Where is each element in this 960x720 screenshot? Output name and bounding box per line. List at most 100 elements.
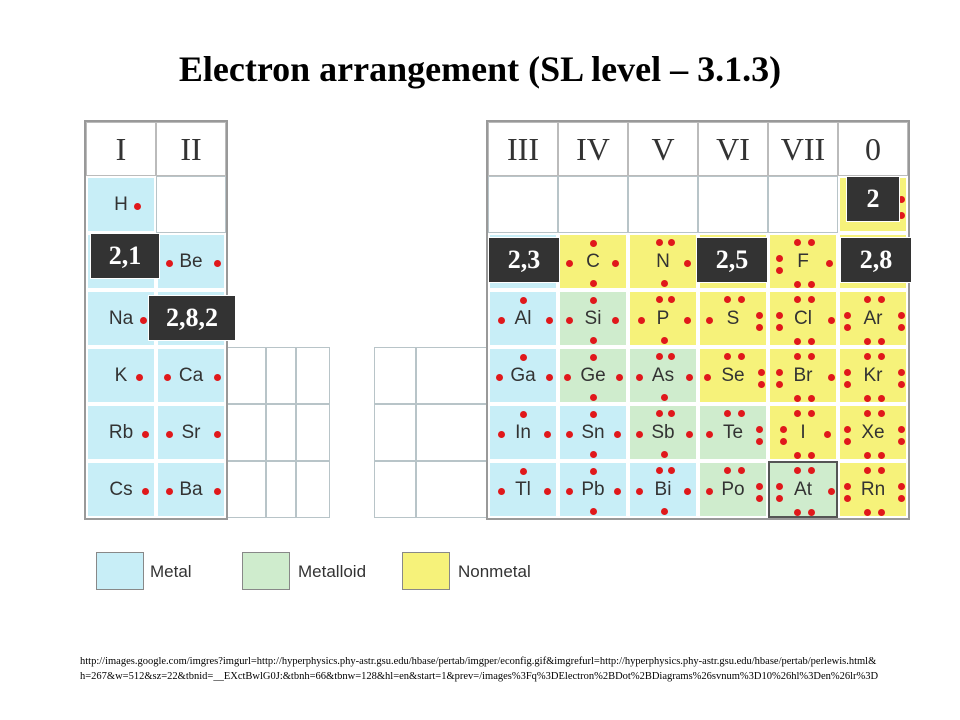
config-label-n: 2,5 xyxy=(696,237,768,283)
element-symbol-tl: Tl xyxy=(515,478,531,500)
legend-swatch-metalloid xyxy=(242,552,290,590)
empty-cell xyxy=(416,347,488,404)
element-cell-te: Te xyxy=(698,404,768,461)
electron-dot xyxy=(684,260,691,267)
electron-dot xyxy=(808,467,815,474)
electron-dot xyxy=(724,410,731,417)
electron-dot xyxy=(878,353,885,360)
electron-dot xyxy=(844,381,851,388)
element-cell-i: I xyxy=(768,404,838,461)
electron-dot xyxy=(780,426,787,433)
element-symbol-na: Na xyxy=(108,307,134,329)
element-symbol-ga: Ga xyxy=(510,364,536,386)
empty-cell xyxy=(374,404,416,461)
electron-dot xyxy=(706,317,713,324)
electron-dot xyxy=(164,374,171,381)
electron-dot xyxy=(520,468,527,475)
electron-dot xyxy=(828,374,835,381)
electron-dot xyxy=(758,369,765,376)
electron-dot xyxy=(878,395,885,402)
electron-dot xyxy=(794,452,801,459)
electron-dot xyxy=(794,353,801,360)
electron-dot xyxy=(661,394,668,401)
element-symbol-sn: Sn xyxy=(581,421,605,443)
electron-dot xyxy=(686,374,693,381)
empty-cell xyxy=(266,347,296,404)
electron-dot xyxy=(638,317,645,324)
electron-dot xyxy=(590,337,597,344)
electron-dot xyxy=(668,467,675,474)
electron-dot xyxy=(828,488,835,495)
electron-dot xyxy=(564,374,571,381)
electron-dot xyxy=(566,488,573,495)
electron-dot xyxy=(808,452,815,459)
electron-dot xyxy=(898,495,905,502)
electron-dot xyxy=(656,467,663,474)
electron-dot xyxy=(546,374,553,381)
source-url: http://images.google.com/imgres?imgurl=h… xyxy=(80,656,879,682)
legend-label-metalloid: Metalloid xyxy=(298,562,367,581)
electron-dot xyxy=(684,317,691,324)
electron-dot xyxy=(566,431,573,438)
empty-cell xyxy=(488,176,558,233)
electron-dot xyxy=(864,467,871,474)
electron-dot xyxy=(794,338,801,345)
electron-dot xyxy=(776,483,783,490)
electron-dot xyxy=(898,312,905,319)
electron-dot xyxy=(826,260,833,267)
electron-dot xyxy=(668,410,675,417)
electron-dot xyxy=(520,354,527,361)
element-cell-ba: Ba xyxy=(156,461,226,518)
electron-dot xyxy=(590,240,597,247)
empty-cell xyxy=(768,176,838,233)
electron-dot xyxy=(844,369,851,376)
electron-dot xyxy=(824,431,831,438)
group-header-iii: III xyxy=(488,122,558,176)
element-cell-c: C xyxy=(558,233,628,290)
electron-dot xyxy=(756,483,763,490)
empty-cell xyxy=(296,347,330,404)
electron-dot xyxy=(636,488,643,495)
electron-dot xyxy=(724,467,731,474)
electron-dot xyxy=(794,509,801,516)
electron-dot xyxy=(758,381,765,388)
element-symbol-sr: Sr xyxy=(181,421,201,443)
element-cell-se: Se xyxy=(698,347,768,404)
electron-dot xyxy=(668,296,675,303)
electron-dot xyxy=(656,410,663,417)
electron-dot xyxy=(864,452,871,459)
electron-dot xyxy=(776,255,783,262)
electron-dot xyxy=(724,296,731,303)
electron-dot xyxy=(808,338,815,345)
group-header-i: I xyxy=(86,122,156,176)
config-label-li: 2,1 xyxy=(90,233,160,279)
element-cell-s: S xyxy=(698,290,768,347)
element-symbol-rn: Rn xyxy=(860,478,886,500)
electron-dot xyxy=(808,353,815,360)
periodic-table: I II III IV V VI VII 0 H Be C N xyxy=(82,120,912,522)
electron-dot xyxy=(704,374,711,381)
element-cell-cl: Cl xyxy=(768,290,838,347)
element-symbol-ar: Ar xyxy=(863,307,883,329)
electron-dot xyxy=(498,431,505,438)
electron-dot xyxy=(498,317,505,324)
empty-cell xyxy=(226,461,266,518)
electron-dot xyxy=(612,317,619,324)
element-symbol-at: At xyxy=(794,478,812,500)
element-symbol-te: Te xyxy=(722,421,744,443)
electron-dot xyxy=(738,353,745,360)
electron-dot xyxy=(134,203,141,210)
element-symbol-rb: Rb xyxy=(108,421,134,443)
electron-dot xyxy=(214,260,221,267)
electron-dot xyxy=(864,509,871,516)
element-symbol-h: H xyxy=(114,193,128,215)
electron-dot xyxy=(590,297,597,304)
electron-dot xyxy=(808,395,815,402)
electron-dot xyxy=(756,324,763,331)
group-header-ii: II xyxy=(156,122,226,176)
electron-dot xyxy=(776,495,783,502)
element-symbol-cs: Cs xyxy=(109,478,133,500)
element-symbol-xe: Xe xyxy=(861,421,885,443)
element-cell-be: Be xyxy=(156,233,226,290)
element-symbol-br: Br xyxy=(793,364,813,386)
